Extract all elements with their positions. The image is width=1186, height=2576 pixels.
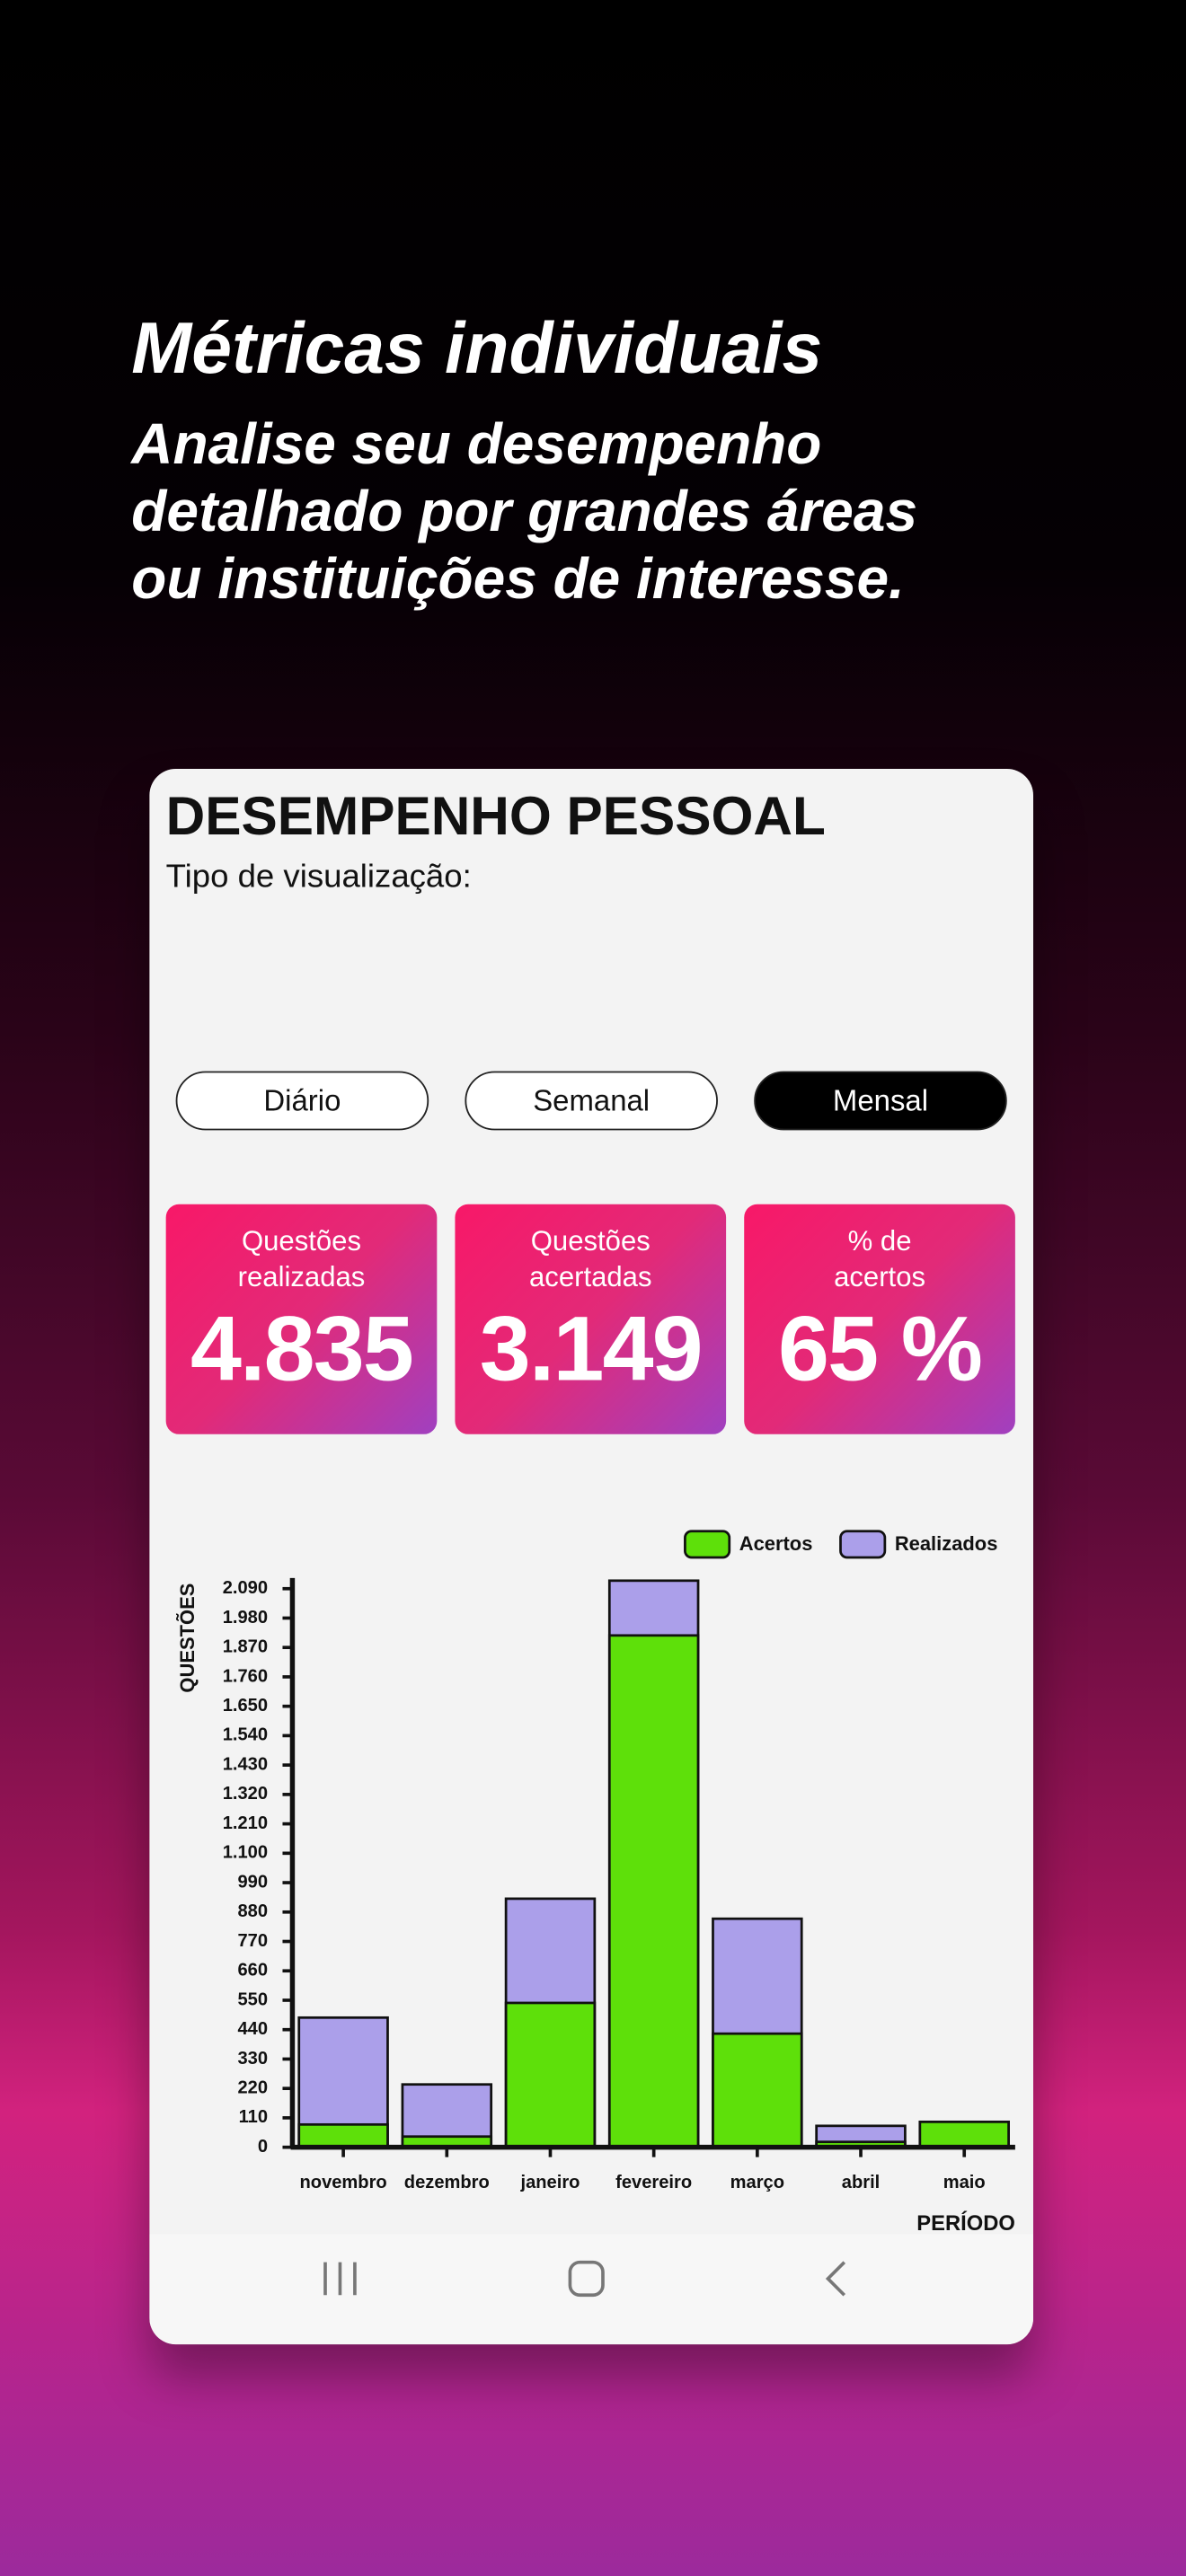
x-tick-label: janeiro bbox=[520, 2173, 580, 2192]
y-tick-label: 1.540 bbox=[223, 1725, 268, 1745]
x-axis-title: PERÍODO bbox=[916, 2210, 1015, 2236]
y-tick-label: 330 bbox=[237, 2049, 268, 2069]
stat-label: % de acertos bbox=[834, 1225, 926, 1293]
bar bbox=[607, 1634, 700, 2149]
y-tick-label: 440 bbox=[237, 2019, 268, 2039]
stat-card: % de acertos 65 % bbox=[744, 1204, 1015, 1434]
view-button[interactable]: Mensal bbox=[754, 1071, 1007, 1131]
stat-label: Questões realizadas bbox=[237, 1225, 366, 1293]
card-title: DESEMPENHO PESSOAL bbox=[165, 785, 826, 846]
stat-card: Questões acertadas 3.149 bbox=[455, 1204, 727, 1434]
nav-icons bbox=[323, 2260, 846, 2298]
y-tick-label: 0 bbox=[258, 2137, 268, 2157]
bar bbox=[918, 2120, 1010, 2149]
y-tick-label: 1.320 bbox=[223, 1784, 268, 1804]
y-tick-label: 220 bbox=[237, 2078, 268, 2097]
x-tick-label: abril bbox=[842, 2173, 880, 2192]
y-tick-label: 550 bbox=[237, 1989, 268, 2009]
legend-swatch bbox=[839, 1530, 887, 1559]
subheadline: Analise seu desempenho detalhado por gra… bbox=[131, 412, 918, 612]
stat-value: 65 % bbox=[778, 1296, 983, 1400]
stat-card: Questões realizadas 4.835 bbox=[165, 1204, 438, 1434]
legend-label: Acertos bbox=[739, 1532, 813, 1555]
x-tick-label: novembro bbox=[300, 2173, 387, 2192]
legend-label: Realizados bbox=[895, 1532, 998, 1555]
x-tick-label: maio bbox=[943, 2173, 986, 2192]
y-tick-label: 110 bbox=[239, 2107, 268, 2127]
view-label: Tipo de visualização: bbox=[165, 859, 472, 895]
y-tick-label: 770 bbox=[237, 1931, 268, 1951]
stat-value: 4.835 bbox=[190, 1296, 414, 1400]
headline: Métricas individuais bbox=[131, 308, 823, 390]
y-tick-label: 880 bbox=[237, 1901, 268, 1921]
y-tick-label: 1.650 bbox=[223, 1696, 268, 1716]
y-tick-label: 1.760 bbox=[223, 1666, 268, 1686]
y-tick-label: 1.100 bbox=[223, 1843, 268, 1863]
y-axis-title: QUESTÕES bbox=[176, 1584, 199, 1693]
nav-home[interactable] bbox=[568, 2260, 605, 2298]
y-tick-label: 660 bbox=[237, 1961, 268, 1981]
x-tick-label: dezembro bbox=[404, 2173, 490, 2192]
x-tick-label: março bbox=[730, 2173, 784, 2192]
y-tick-label: 1.430 bbox=[223, 1754, 268, 1774]
view-button[interactable]: Semanal bbox=[465, 1071, 718, 1131]
y-tick-label: 990 bbox=[237, 1872, 268, 1892]
y-tick-label: 1.870 bbox=[223, 1637, 268, 1657]
y-tick-label: 2.090 bbox=[223, 1578, 268, 1598]
view-button[interactable]: Diário bbox=[175, 1071, 429, 1131]
stat-value: 3.149 bbox=[479, 1296, 704, 1400]
legend-swatch bbox=[684, 1530, 731, 1559]
y-tick-label: 1.210 bbox=[223, 1813, 268, 1833]
x-tick-label: fevereiro bbox=[615, 2173, 692, 2192]
y-tick-label: 1.980 bbox=[223, 1608, 268, 1628]
bar bbox=[712, 2032, 803, 2149]
stat-label: Questões acertadas bbox=[528, 1225, 652, 1293]
nav-back[interactable] bbox=[825, 2261, 846, 2297]
bar bbox=[297, 2122, 389, 2149]
nav-bar bbox=[149, 2234, 1034, 2345]
bar bbox=[504, 2001, 597, 2149]
